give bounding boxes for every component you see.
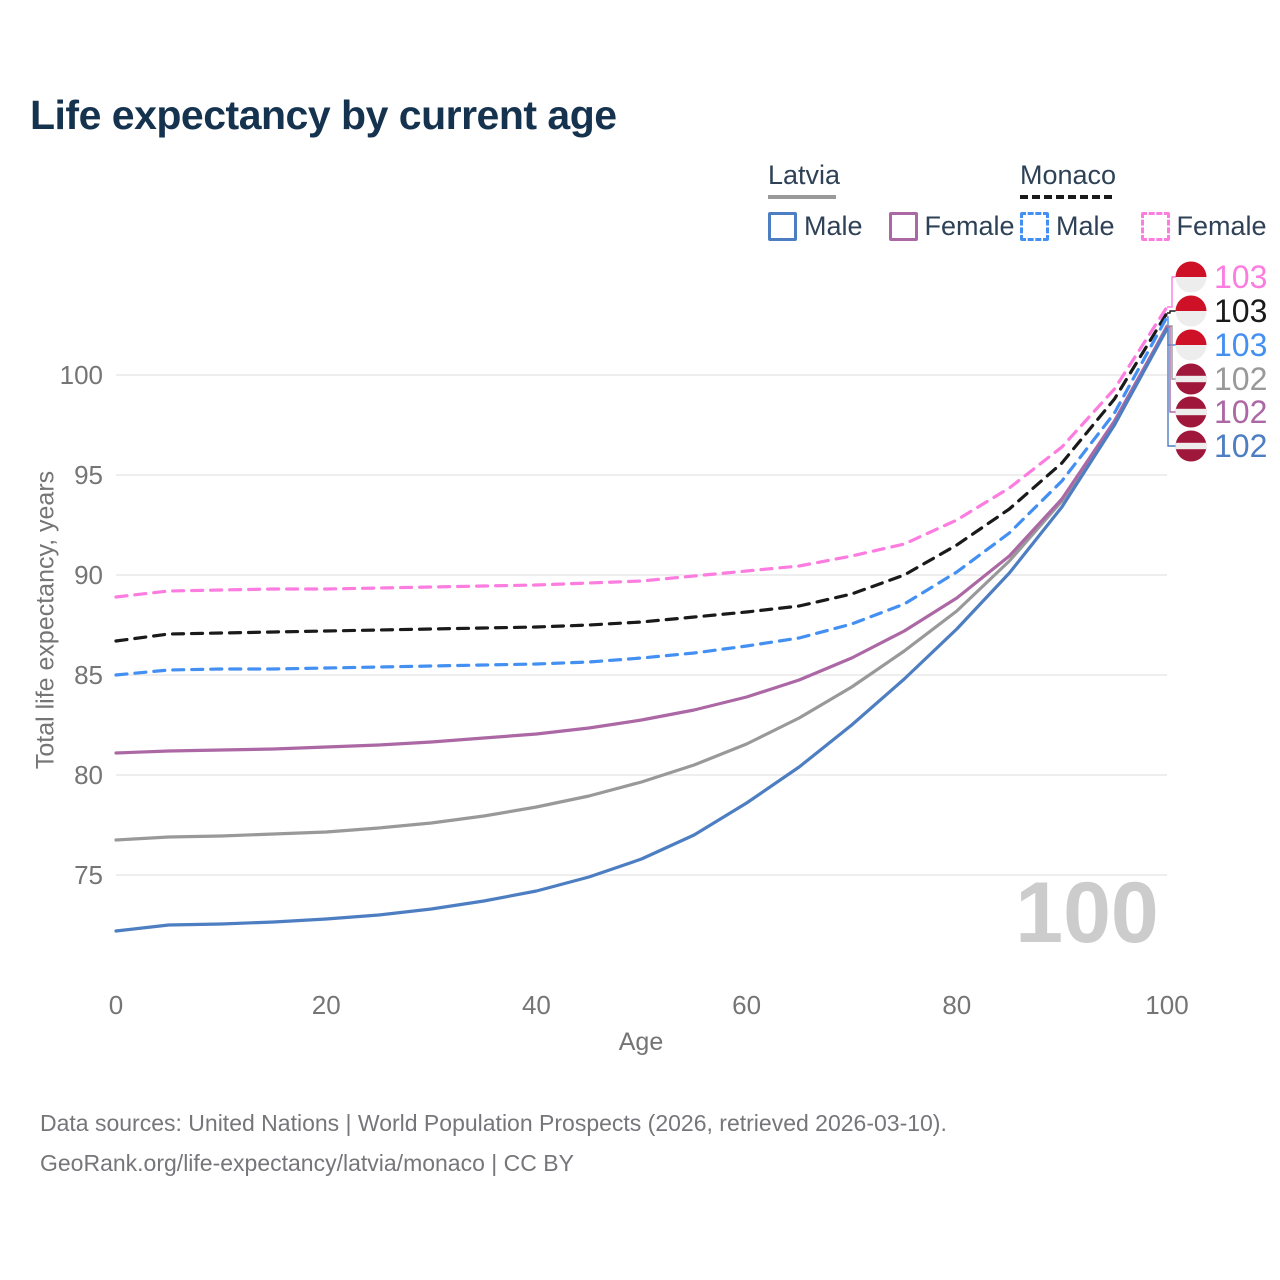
legend-underline-latvia: [768, 195, 836, 199]
legend-item-monaco-male[interactable]: Male: [1020, 211, 1115, 242]
latvia-flag-icon: [1175, 396, 1207, 428]
x-tick-label-100: 100: [1145, 990, 1188, 1020]
y-tick-label-75: 75: [74, 860, 103, 890]
end-value-label-monaco-male: 103: [1214, 327, 1267, 363]
age-watermark: 100: [1015, 865, 1159, 961]
leader-line-monaco-female: [1167, 276, 1176, 308]
x-tick-label-0: 0: [109, 990, 123, 1020]
legend-item-latvia-male[interactable]: Male: [768, 211, 863, 242]
series-line-monaco-male[interactable]: [114, 315, 1169, 677]
legend-item-latvia-female[interactable]: Female: [888, 211, 1015, 242]
legend-group-monaco: Monaco Male Female: [1020, 160, 1267, 242]
leader-line-monaco: [1167, 310, 1176, 314]
x-tick-label-40: 40: [522, 990, 551, 1020]
data-sources-text: Data sources: United Nations | World Pop…: [40, 1110, 947, 1136]
legend-header-monaco: Monaco: [1020, 160, 1117, 190]
end-value-label-latvia-male: 102: [1214, 428, 1267, 464]
x-tick-label-80: 80: [942, 990, 971, 1020]
y-tick-label-100: 100: [60, 360, 103, 390]
monaco-male-swatch-icon[interactable]: [1020, 212, 1049, 241]
legend-item-label: Male: [804, 211, 863, 241]
latvia-female-swatch-icon[interactable]: [888, 212, 918, 241]
page-title: Life expectancy by current age: [30, 92, 617, 138]
series-line-latvia-female[interactable]: [114, 325, 1169, 755]
legend-header-latvia: Latvia: [768, 160, 841, 190]
leader-line-latvia-female: [1167, 326, 1176, 413]
end-value-label-latvia-female: 102: [1214, 394, 1267, 430]
y-tick-label-90: 90: [74, 560, 103, 590]
monaco-flag-icon: [1175, 329, 1207, 361]
latvia-flag-icon: [1175, 430, 1207, 462]
x-tick-label-20: 20: [312, 990, 341, 1020]
legend-item-label: Female: [924, 211, 1015, 241]
legend-item-label: Female: [1176, 211, 1267, 241]
attribution-text: GeoRank.org/life-expectancy/latvia/monac…: [40, 1150, 574, 1176]
legend-item-label: Male: [1056, 211, 1115, 241]
y-tick-label-95: 95: [74, 460, 103, 490]
x-axis-title: Age: [618, 1028, 664, 1056]
x-tick-label-60: 60: [732, 990, 761, 1020]
monaco-flag-icon: [1175, 295, 1207, 327]
leader-line-latvia-male: [1167, 328, 1176, 447]
series-line-monaco-female[interactable]: [114, 305, 1169, 599]
end-value-label-monaco: 103: [1214, 293, 1267, 329]
y-tick-label-85: 85: [74, 660, 103, 690]
series-line-latvia[interactable]: [114, 324, 1169, 842]
legend-item-monaco-female[interactable]: Female: [1140, 211, 1267, 242]
y-axis-title: Total life expectancy, years: [31, 470, 60, 770]
y-tick-label-80: 80: [74, 760, 103, 790]
series-line-monaco[interactable]: [114, 311, 1169, 643]
monaco-flag-icon: [1175, 261, 1207, 293]
leader-line-latvia: [1167, 325, 1176, 380]
end-value-label-monaco-female: 103: [1214, 259, 1267, 295]
latvia-flag-icon: [1175, 363, 1207, 395]
monaco-female-swatch-icon[interactable]: [1140, 212, 1170, 241]
legend-group-latvia: Latvia Male Female: [768, 160, 1015, 242]
legend-underline-monaco: [1020, 195, 1112, 199]
end-value-label-latvia: 102: [1214, 361, 1267, 397]
latvia-male-swatch-icon[interactable]: [768, 212, 797, 241]
series-line-latvia-male[interactable]: [114, 327, 1169, 933]
